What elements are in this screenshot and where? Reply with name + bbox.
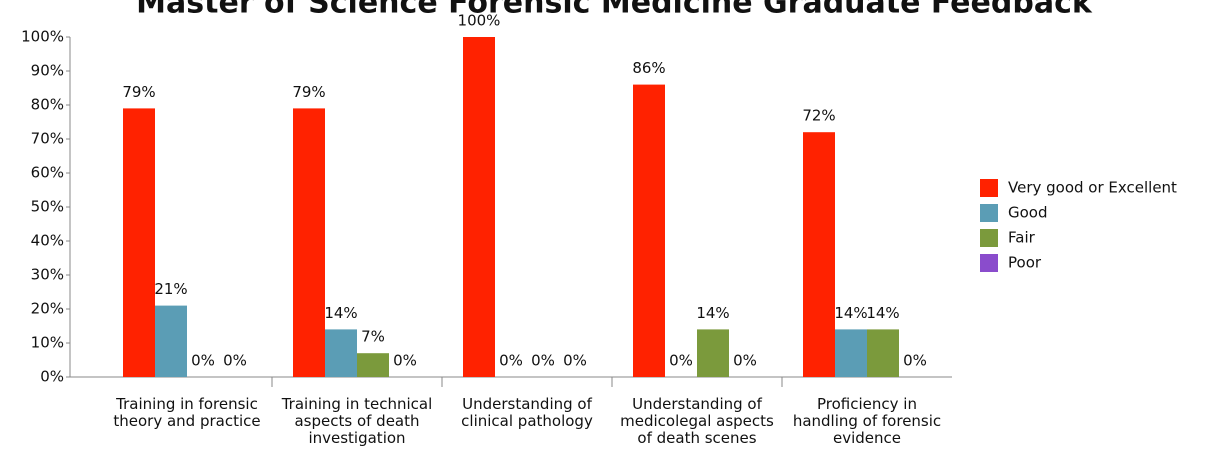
data-label: 0% <box>563 352 587 370</box>
chart-title: Master of Science Forensic Medicine Grad… <box>136 0 1093 21</box>
bar <box>867 329 899 377</box>
data-label: 0% <box>531 352 555 370</box>
bar <box>155 305 187 377</box>
legend-label: Poor <box>1008 254 1042 272</box>
y-tick-label: 50% <box>31 198 64 216</box>
y-tick-label: 100% <box>21 28 64 46</box>
y-tick-label: 30% <box>31 266 64 284</box>
data-label: 14% <box>834 304 867 322</box>
data-label: 0% <box>669 352 693 370</box>
data-label: 0% <box>223 352 247 370</box>
data-label: 0% <box>733 352 757 370</box>
data-label: 0% <box>499 352 523 370</box>
data-label: 14% <box>866 304 899 322</box>
x-tick-label: Proficiency in handling of forensic evid… <box>792 395 942 447</box>
legend-label: Fair <box>1008 229 1036 247</box>
x-tick-label: Understanding of medicolegal aspects of … <box>620 395 774 447</box>
y-tick-label: 90% <box>31 62 64 80</box>
y-tick-label: 80% <box>31 96 64 114</box>
data-label: 14% <box>324 304 357 322</box>
y-tick-label: 10% <box>31 334 64 352</box>
legend-label: Very good or Excellent <box>1008 179 1177 197</box>
y-tick-label: 40% <box>31 232 64 250</box>
legend-label: Good <box>1008 204 1048 222</box>
x-tick-label: Training in technical aspects of death i… <box>281 395 433 447</box>
data-label: 72% <box>802 107 835 125</box>
data-label: 79% <box>292 83 325 101</box>
bar <box>123 108 155 378</box>
bar <box>293 108 325 378</box>
data-label: 100% <box>458 12 501 30</box>
legend-swatch <box>980 179 998 197</box>
y-tick-label: 0% <box>40 368 64 386</box>
x-tick-label: Training in forensic theory and practice <box>113 395 261 430</box>
y-tick-label: 70% <box>31 130 64 148</box>
data-label: 0% <box>903 352 927 370</box>
y-tick-label: 60% <box>31 164 64 182</box>
bar <box>325 329 357 377</box>
bar <box>357 353 389 377</box>
bar <box>835 329 867 377</box>
bar <box>697 329 729 377</box>
bar <box>803 132 835 377</box>
legend-swatch <box>980 204 998 222</box>
data-label: 86% <box>632 59 665 77</box>
data-label: 21% <box>154 280 187 298</box>
x-tick-label: Understanding of clinical pathology <box>461 395 593 430</box>
bar <box>463 37 495 377</box>
y-tick-label: 20% <box>31 300 64 318</box>
data-label: 14% <box>696 304 729 322</box>
bar <box>633 84 665 377</box>
data-label: 0% <box>191 352 215 370</box>
data-label: 7% <box>361 328 385 346</box>
data-label: 79% <box>122 83 155 101</box>
data-label: 0% <box>393 352 417 370</box>
legend-swatch <box>980 229 998 247</box>
legend-swatch <box>980 254 998 272</box>
